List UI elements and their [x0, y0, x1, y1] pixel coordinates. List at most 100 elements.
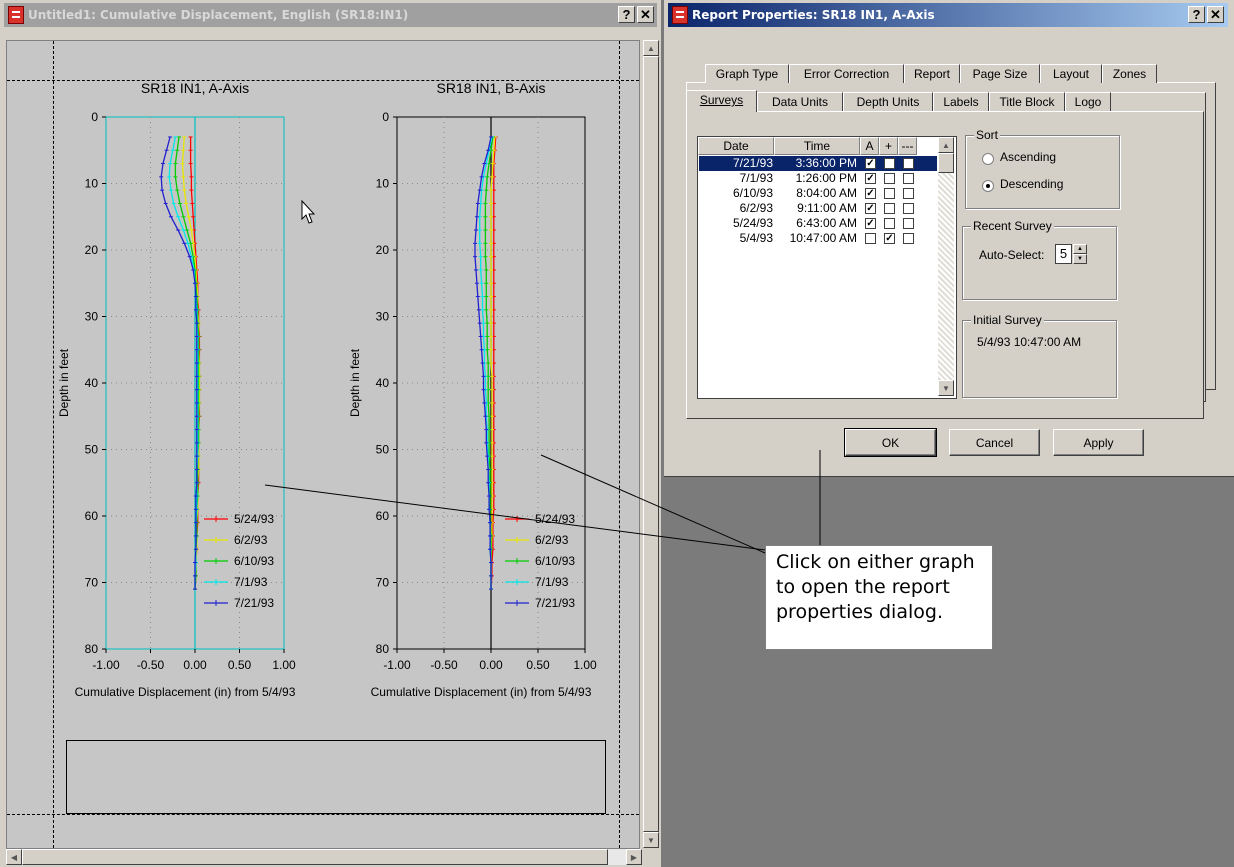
survey-plus-checkbox[interactable] [884, 188, 895, 199]
y-tick-label: 30 [376, 310, 390, 324]
chart-a-axis[interactable]: 0 10 20 30 40 50 60 70 80 -1.00 -0.50 0.00 0.50 1.00 S… [57, 80, 296, 699]
column-dash[interactable]: --- [898, 137, 917, 155]
sort-ascending-label[interactable]: Ascending [1000, 150, 1057, 164]
tab-logo[interactable]: Logo [1065, 92, 1111, 111]
tab-zones[interactable]: Zones [1102, 64, 1157, 83]
column-a[interactable]: A [860, 137, 879, 155]
tab-error-correction[interactable]: Error Correction [789, 64, 904, 83]
apply-button[interactable]: Apply [1053, 429, 1144, 456]
survey-dash-checkbox[interactable] [903, 218, 914, 229]
list-scroll-thumb[interactable] [938, 153, 954, 173]
survey-date: 7/1/93 [739, 171, 773, 185]
survey-row[interactable]: 7/1/93 1:26:00 PM ✓ [699, 171, 937, 186]
tab-labels[interactable]: Labels [933, 92, 989, 111]
survey-dash-checkbox[interactable] [903, 188, 914, 199]
y-tick-label: 50 [85, 443, 99, 457]
tab-layout[interactable]: Layout [1040, 64, 1102, 83]
survey-row[interactable]: 5/4/93 10:47:00 AM ✓ [699, 231, 937, 246]
legend-label: 6/10/93 [535, 554, 575, 568]
survey-row[interactable]: 6/10/93 8:04:00 AM ✓ [699, 186, 937, 201]
auto-select-input[interactable]: 5 [1055, 244, 1072, 264]
survey-row[interactable]: 7/21/93 3:36:00 PM ✓ [699, 156, 937, 171]
survey-a-checkbox[interactable]: ✓ [865, 158, 876, 169]
cancel-button[interactable]: Cancel [949, 429, 1040, 456]
survey-row[interactable]: 6/2/93 9:11:00 AM ✓ [699, 201, 937, 216]
y-tick-label: 40 [85, 376, 99, 390]
survey-a-checkbox[interactable]: ✓ [865, 173, 876, 184]
tab-report[interactable]: Report [904, 64, 960, 83]
ok-button[interactable]: OK [844, 428, 937, 457]
scroll-down-icon[interactable]: ▼ [643, 832, 659, 848]
survey-plus-checkbox[interactable] [884, 158, 895, 169]
chart-b-axis[interactable]: 0 10 20 30 40 50 60 70 80 -1.00 -0.50 0.00 0.50 1.00 S… [348, 80, 597, 699]
scroll-left-icon[interactable]: ◀ [6, 849, 22, 865]
horizontal-scroll-thumb[interactable] [22, 849, 608, 865]
x-tick-label: 0.00 [183, 658, 207, 672]
survey-date: 5/4/93 [739, 231, 773, 245]
survey-dash-checkbox[interactable] [903, 233, 914, 244]
list-scrollbar[interactable]: ▲ ▼ [938, 137, 954, 396]
survey-dash-checkbox[interactable] [903, 158, 914, 169]
y-tick-label: 0 [382, 110, 389, 124]
dialog-close-button[interactable]: ✕ [1207, 6, 1224, 23]
x-tick-label: 0.00 [479, 658, 503, 672]
horizontal-scrollbar[interactable]: ◀ ▶ [6, 849, 642, 865]
tab-page-size[interactable]: Page Size [960, 64, 1040, 83]
survey-plus-checkbox[interactable]: ✓ [884, 233, 895, 244]
sort-descending-label[interactable]: Descending [1000, 177, 1064, 191]
document-title-bar[interactable]: Untitled1: Cumulative Displacement, Engl… [4, 3, 657, 27]
x-tick-label: -1.00 [383, 658, 411, 672]
dialog-help-button[interactable]: ? [1188, 6, 1205, 23]
sort-descending-radio[interactable] [982, 180, 994, 192]
scroll-up-icon[interactable]: ▲ [643, 40, 659, 56]
y-tick-label: 50 [376, 443, 390, 457]
sort-group-label: Sort [974, 128, 1001, 142]
x-tick-label: -1.00 [92, 658, 120, 672]
survey-plus-checkbox[interactable] [884, 203, 895, 214]
survey-plus-checkbox[interactable] [884, 173, 895, 184]
column-plus[interactable]: + [879, 137, 898, 155]
sort-group: Sort Ascending Descending [965, 128, 1120, 209]
x-axis-label: Cumulative Displacement (in) from 5/4/93 [371, 685, 592, 699]
tab-depth-units[interactable]: Depth Units [843, 92, 933, 111]
list-scroll-down-icon[interactable]: ▼ [938, 380, 954, 396]
y-tick-label: 80 [376, 642, 390, 656]
vertical-scrollbar[interactable]: ▲ ▼ [643, 40, 659, 848]
y-tick-label: 70 [376, 576, 390, 590]
survey-plus-checkbox[interactable] [884, 218, 895, 229]
survey-a-checkbox[interactable]: ✓ [865, 218, 876, 229]
legend-label: 6/2/93 [234, 533, 268, 547]
close-button[interactable]: ✕ [637, 6, 654, 23]
tab-graph-type[interactable]: Graph Type [705, 64, 789, 83]
spin-down-icon[interactable]: ▼ [1073, 254, 1087, 264]
survey-dash-checkbox[interactable] [903, 173, 914, 184]
sort-ascending-radio[interactable] [982, 153, 994, 165]
y-tick-label: 40 [376, 376, 390, 390]
spin-up-icon[interactable]: ▲ [1073, 244, 1087, 254]
y-tick-label: 10 [85, 177, 99, 191]
tab-data-units[interactable]: Data Units [757, 92, 843, 111]
survey-a-checkbox[interactable]: ✓ [865, 188, 876, 199]
column-time[interactable]: Time [774, 137, 860, 155]
survey-dash-checkbox[interactable] [903, 203, 914, 214]
vertical-scroll-thumb[interactable] [643, 56, 659, 832]
survey-time: 6:43:00 AM [796, 216, 857, 230]
recent-survey-label: Recent Survey [971, 219, 1054, 233]
survey-a-checkbox[interactable] [865, 233, 876, 244]
tab-title-block[interactable]: Title Block [989, 92, 1065, 111]
survey-row[interactable]: 5/24/93 6:43:00 AM ✓ [699, 216, 937, 231]
column-date[interactable]: Date [698, 137, 774, 155]
dialog-title-bar[interactable]: Report Properties: SR18 IN1, A-Axis ? ✕ [668, 3, 1228, 27]
x-tick-label: -0.50 [137, 658, 165, 672]
tab-surveys[interactable]: Surveys [686, 90, 757, 112]
list-scroll-up-icon[interactable]: ▲ [938, 137, 954, 153]
y-tick-label: 70 [85, 576, 99, 590]
surveys-list[interactable]: Date Time A + --- 7/21/93 3:36:00 PM ✓ 7/1/… [697, 136, 957, 399]
callout-annotation: Click on either graph to open the report… [765, 545, 993, 650]
scroll-right-icon[interactable]: ▶ [626, 849, 642, 865]
survey-a-checkbox[interactable]: ✓ [865, 203, 876, 214]
x-tick-label: 0.50 [526, 658, 550, 672]
help-button[interactable]: ? [618, 6, 635, 23]
title-block[interactable] [66, 740, 606, 814]
initial-survey-group: Initial Survey 5/4/93 10:47:00 AM [962, 313, 1117, 398]
